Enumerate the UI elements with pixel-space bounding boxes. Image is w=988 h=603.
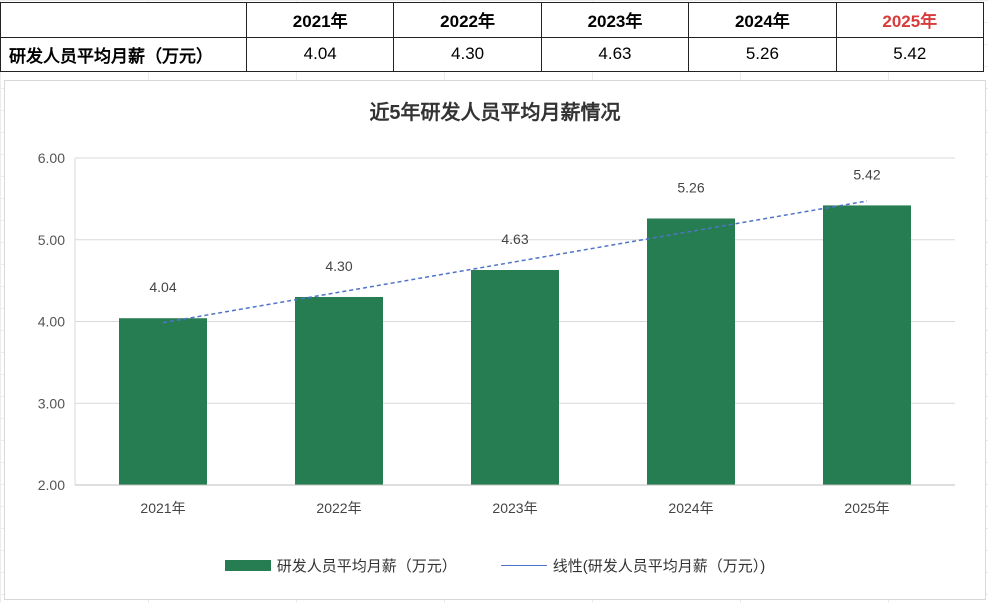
chart-container[interactable]: 近5年研发人员平均月薪情况 2.00 3.00 4.00 5.00 6.00 4.04 20… <box>4 80 986 600</box>
value-cell-2022[interactable]: 4.30 <box>393 36 542 72</box>
x-tick-label: 2024年 <box>668 500 713 516</box>
legend-trend-label: 线性(研发人员平均月薪（万元）) <box>552 558 766 575</box>
x-tick-label: 2025年 <box>844 500 889 516</box>
data-label: 4.30 <box>325 258 352 274</box>
x-tick-label: 2023年 <box>492 500 537 516</box>
value-cell-2025[interactable]: 5.42 <box>835 36 985 72</box>
table-corner-cell[interactable] <box>0 2 247 38</box>
legend-bar-label: 研发人员平均月薪（万元） <box>276 558 457 575</box>
chart-plot: 2.00 3.00 4.00 5.00 6.00 4.04 2021年 4.30 2022年 4.… <box>38 150 955 516</box>
chart-legend[interactable]: 研发人员平均月薪（万元） 线性(研发人员平均月薪（万元）) <box>5 555 985 576</box>
y-tick-label: 2.00 <box>38 477 65 493</box>
legend-item-trendline[interactable]: 线性(研发人员平均月薪（万元）) <box>500 555 766 576</box>
data-label: 5.42 <box>853 166 880 182</box>
bar <box>471 269 559 485</box>
y-tick-label: 3.00 <box>38 395 65 411</box>
header-cell-2021[interactable]: 2021年 <box>245 2 395 38</box>
header-cell-2023[interactable]: 2023年 <box>540 2 690 38</box>
value-cell-2021[interactable]: 4.04 <box>245 36 395 72</box>
chart-title: 近5年研发人员平均月薪情况 <box>369 102 621 124</box>
bar <box>295 296 383 485</box>
data-label: 5.26 <box>677 179 704 195</box>
header-cell-2025[interactable]: 2025年 <box>835 2 985 38</box>
bar <box>647 218 735 485</box>
bar <box>823 205 911 485</box>
row-label-cell[interactable]: 研发人员平均月薪（万元） <box>0 36 247 72</box>
x-tick-label: 2022年 <box>316 500 361 516</box>
data-table: 2021年 2022年 2023年 2024年 2025年 研发人员平均月薪（万… <box>0 2 985 72</box>
header-cell-2024[interactable]: 2024年 <box>688 2 837 38</box>
y-tick-label: 4.00 <box>38 314 65 330</box>
legend-bar-swatch <box>224 560 271 571</box>
legend-item-bar-series[interactable]: 研发人员平均月薪（万元） <box>224 555 457 576</box>
value-cell-2024[interactable]: 5.26 <box>688 36 837 72</box>
legend-line-swatch <box>500 565 547 566</box>
y-tick-label: 6.00 <box>38 150 65 166</box>
value-cell-2023[interactable]: 4.63 <box>540 36 690 72</box>
trendline <box>162 200 868 324</box>
bar <box>119 318 207 485</box>
header-cell-2022[interactable]: 2022年 <box>393 2 542 38</box>
y-tick-label: 5.00 <box>38 232 65 248</box>
data-label: 4.04 <box>149 279 176 295</box>
x-tick-label: 2021年 <box>140 500 185 516</box>
table-row: 研发人员平均月薪（万元） 4.04 4.30 4.63 5.26 5.42 <box>0 36 985 72</box>
data-label: 4.63 <box>501 231 528 247</box>
table-header-row: 2021年 2022年 2023年 2024年 2025年 <box>0 2 985 38</box>
